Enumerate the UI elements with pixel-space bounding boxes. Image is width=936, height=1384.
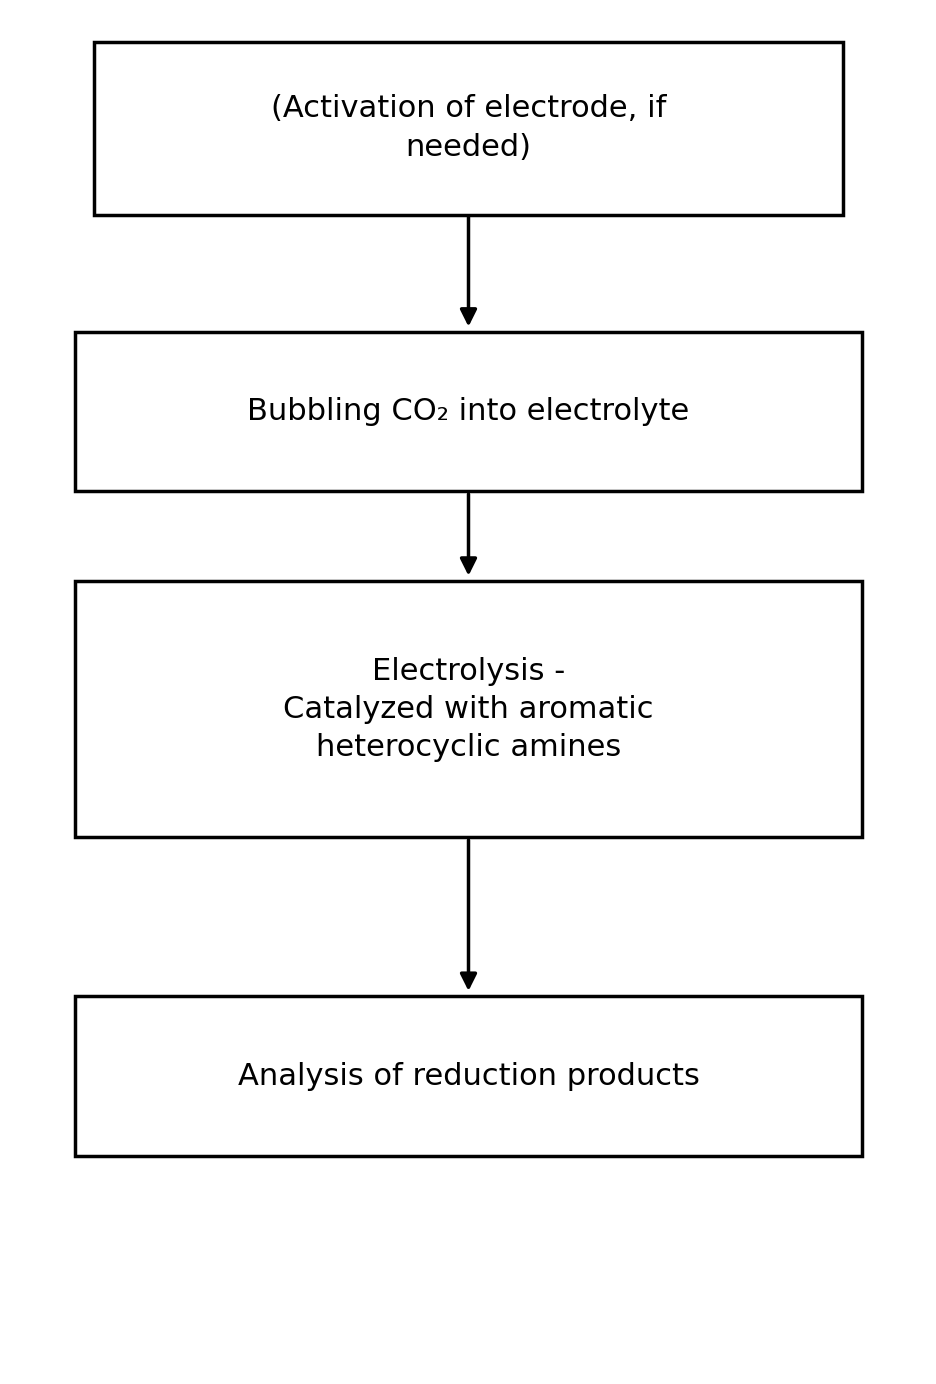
Text: Analysis of reduction products: Analysis of reduction products <box>238 1062 698 1091</box>
FancyBboxPatch shape <box>75 996 861 1156</box>
FancyBboxPatch shape <box>75 581 861 837</box>
Text: (Activation of electrode, if
needed): (Activation of electrode, if needed) <box>271 94 665 162</box>
Text: Electrolysis -
Catalyzed with aromatic
heterocyclic amines: Electrolysis - Catalyzed with aromatic h… <box>283 656 653 763</box>
FancyBboxPatch shape <box>75 332 861 491</box>
FancyBboxPatch shape <box>94 42 842 215</box>
Text: Bubbling CO₂ into electrolyte: Bubbling CO₂ into electrolyte <box>247 397 689 426</box>
